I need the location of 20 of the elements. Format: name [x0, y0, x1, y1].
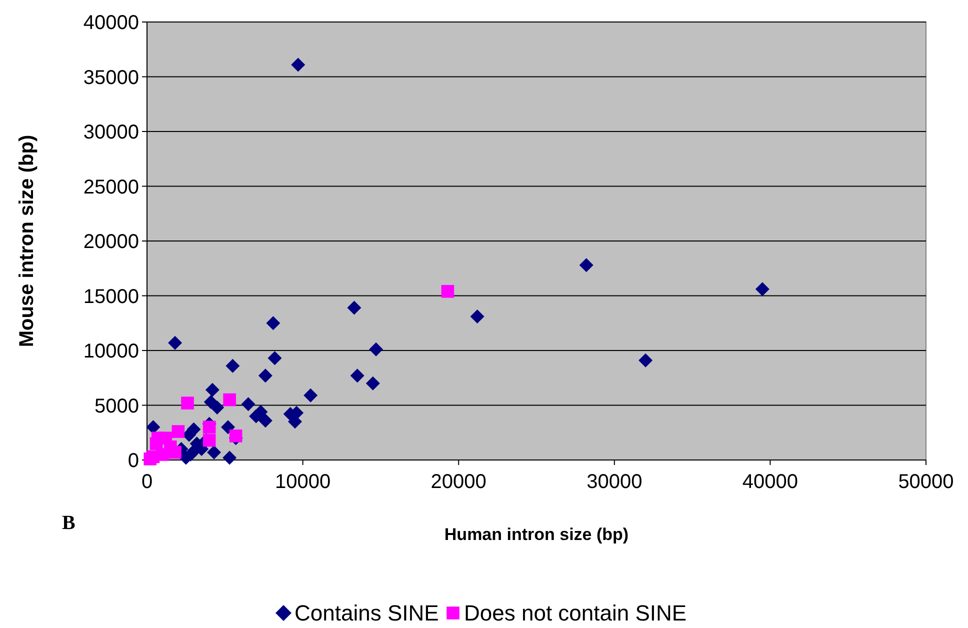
y-tick-label: 5000 — [94, 395, 139, 418]
y-axis-title: Mouse intron size (bp) — [16, 134, 38, 348]
x-tick-label: 40000 — [742, 471, 798, 493]
y-tick-label: 20000 — [83, 231, 139, 253]
legend-label: Contains SINE — [294, 600, 439, 626]
y-tick-label: 40000 — [83, 12, 139, 34]
x-tick-label: 20000 — [430, 471, 486, 493]
x-tick-label: 50000 — [898, 471, 954, 493]
x-tick-label: 0 — [141, 471, 153, 493]
x-axis-title: Human intron size (bp) — [444, 525, 629, 544]
text: B — [62, 512, 76, 534]
y-tick-label: 15000 — [83, 286, 139, 308]
y-tick-label: 35000 — [83, 66, 139, 89]
legend-label: Does not contain SINE — [464, 600, 687, 626]
y-tick-label: 10000 — [83, 340, 139, 362]
y-tick-label: 0 — [128, 450, 139, 472]
x-tick-label: 10000 — [274, 471, 331, 493]
x-tick-label: 30000 — [586, 471, 642, 493]
y-tick-label: 30000 — [83, 122, 139, 144]
y-tick-label: 25000 — [83, 176, 139, 198]
